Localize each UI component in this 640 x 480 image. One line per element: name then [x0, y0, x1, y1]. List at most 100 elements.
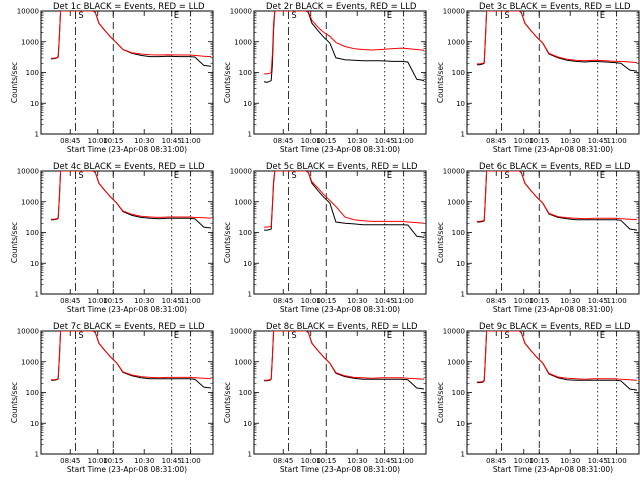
series-line-lld [51, 331, 212, 381]
plot-frame [466, 10, 640, 135]
y-tick-label: 1 [35, 131, 39, 139]
end-marker-label: E [600, 11, 605, 21]
y-tick-label: 100 [239, 229, 252, 237]
plot-frame [40, 330, 214, 455]
start-marker-label: S [504, 331, 509, 341]
x-tick-label: 10:30 [560, 297, 580, 305]
x-tick-label: 11:00 [394, 297, 414, 305]
x-axis-label: Start Time (23-Apr-08 08:31:00) [67, 145, 187, 154]
x-tick-label: 10:00 [514, 457, 534, 465]
x-tick-label: 11:00 [607, 297, 627, 305]
start-marker-label: S [78, 11, 83, 21]
chart-panel-8: Det 8c BLACK = Events, RED = LLD 1 10 100 10… [223, 322, 427, 474]
x-tick-label: 10:45 [375, 137, 395, 145]
x-tick-label: 10:30 [560, 457, 580, 465]
x-tick-label: 08:45 [486, 297, 506, 305]
y-tick-label: 100 [452, 69, 465, 77]
series-line-lld [51, 171, 212, 220]
x-axis-label: Start Time (23-Apr-08 08:31:00) [280, 465, 400, 474]
series-line-lld [477, 171, 638, 222]
y-tick-label: 1000 [234, 358, 252, 366]
y-tick-label: 1 [248, 131, 252, 139]
series-line-lld [51, 11, 212, 59]
y-axis-label: Counts/sec [10, 382, 19, 423]
start-marker-label: S [78, 331, 83, 341]
y-tick-label: 10000 [443, 8, 465, 16]
x-tick-label: 10:45 [588, 457, 608, 465]
plot-frame [253, 10, 427, 135]
series-line-lld [264, 11, 425, 75]
x-axis-label: Start Time (23-Apr-08 08:31:00) [67, 305, 187, 314]
y-tick-label: 1 [35, 291, 39, 299]
x-tick-label: 10:30 [347, 137, 367, 145]
y-tick-label: 100 [452, 229, 465, 237]
y-tick-label: 10000 [230, 328, 252, 336]
x-tick-label: 08:45 [486, 137, 506, 145]
y-tick-label: 10 [30, 420, 39, 428]
y-tick-label: 10 [456, 100, 465, 108]
x-tick-label: 10:30 [134, 137, 154, 145]
x-axis-label: Start Time (23-Apr-08 08:31:00) [493, 145, 613, 154]
y-tick-label: 10 [456, 420, 465, 428]
x-tick-label: 10:00 [301, 137, 321, 145]
x-tick-label: 10:00 [514, 137, 534, 145]
y-tick-label: 1 [35, 451, 39, 459]
x-tick-label: 10:45 [162, 137, 182, 145]
plot-frame [253, 330, 427, 455]
plot-frame [466, 330, 640, 455]
plot-frame [466, 170, 640, 295]
y-axis-label: Counts/sec [10, 222, 19, 263]
x-tick-label: 10:30 [347, 297, 367, 305]
y-tick-label: 10 [243, 420, 252, 428]
x-tick-label: 10:45 [162, 457, 182, 465]
x-tick-label: 11:00 [181, 297, 201, 305]
y-tick-label: 1 [461, 131, 465, 139]
end-marker-label: E [174, 11, 179, 21]
series-line-lld [477, 331, 638, 383]
x-tick-label: 10:45 [162, 297, 182, 305]
x-tick-label: 10:30 [347, 457, 367, 465]
chart-panel-3: Det 3c BLACK = Events, RED = LLD 1 10 100 10… [436, 2, 640, 154]
y-tick-label: 1000 [447, 198, 465, 206]
y-tick-label: 10000 [17, 328, 39, 336]
x-tick-label: 08:45 [486, 457, 506, 465]
y-tick-label: 1 [461, 451, 465, 459]
plot-title: Det 4c BLACK = Events, RED = LLD [53, 162, 205, 172]
chart-panel-2: Det 2r BLACK = Events, RED = LLD 1 10 100 10… [223, 2, 427, 154]
x-tick-label: 08:45 [60, 137, 80, 145]
plot-title: Det 1c BLACK = Events, RED = LLD [53, 2, 205, 12]
y-tick-label: 10 [243, 260, 252, 268]
chart-panel-7: Det 7c BLACK = Events, RED = LLD 1 10 100 10… [10, 322, 214, 474]
end-marker-label: E [387, 11, 392, 21]
y-tick-label: 10000 [443, 328, 465, 336]
x-tick-label: 10:30 [134, 297, 154, 305]
x-tick-label: 11:00 [394, 457, 414, 465]
x-tick-label: 10:15 [103, 457, 123, 465]
y-tick-label: 1000 [21, 358, 39, 366]
y-tick-label: 1 [248, 451, 252, 459]
x-tick-label: 08:45 [60, 457, 80, 465]
x-tick-label: 11:00 [607, 457, 627, 465]
plot-title: Det 9c BLACK = Events, RED = LLD [479, 322, 631, 332]
x-tick-label: 10:45 [375, 457, 395, 465]
start-marker-label: S [504, 171, 509, 181]
start-marker-label: S [291, 171, 296, 181]
y-tick-label: 10000 [17, 8, 39, 16]
x-tick-label: 10:00 [301, 457, 321, 465]
plot-title: Det 7c BLACK = Events, RED = LLD [53, 322, 205, 332]
x-tick-label: 10:00 [88, 457, 108, 465]
y-tick-label: 10000 [230, 168, 252, 176]
x-tick-label: 10:30 [560, 137, 580, 145]
y-tick-label: 100 [26, 389, 39, 397]
y-tick-label: 100 [26, 69, 39, 77]
y-axis-label: Counts/sec [436, 62, 445, 103]
x-tick-label: 10:45 [588, 137, 608, 145]
x-tick-label: 11:00 [181, 457, 201, 465]
x-tick-label: 10:15 [103, 137, 123, 145]
x-axis-label: Start Time (23-Apr-08 08:31:00) [67, 465, 187, 474]
plot-title: Det 6c BLACK = Events, RED = LLD [479, 162, 631, 172]
start-marker-label: S [504, 11, 509, 21]
y-tick-label: 1000 [21, 38, 39, 46]
y-tick-label: 1000 [234, 198, 252, 206]
